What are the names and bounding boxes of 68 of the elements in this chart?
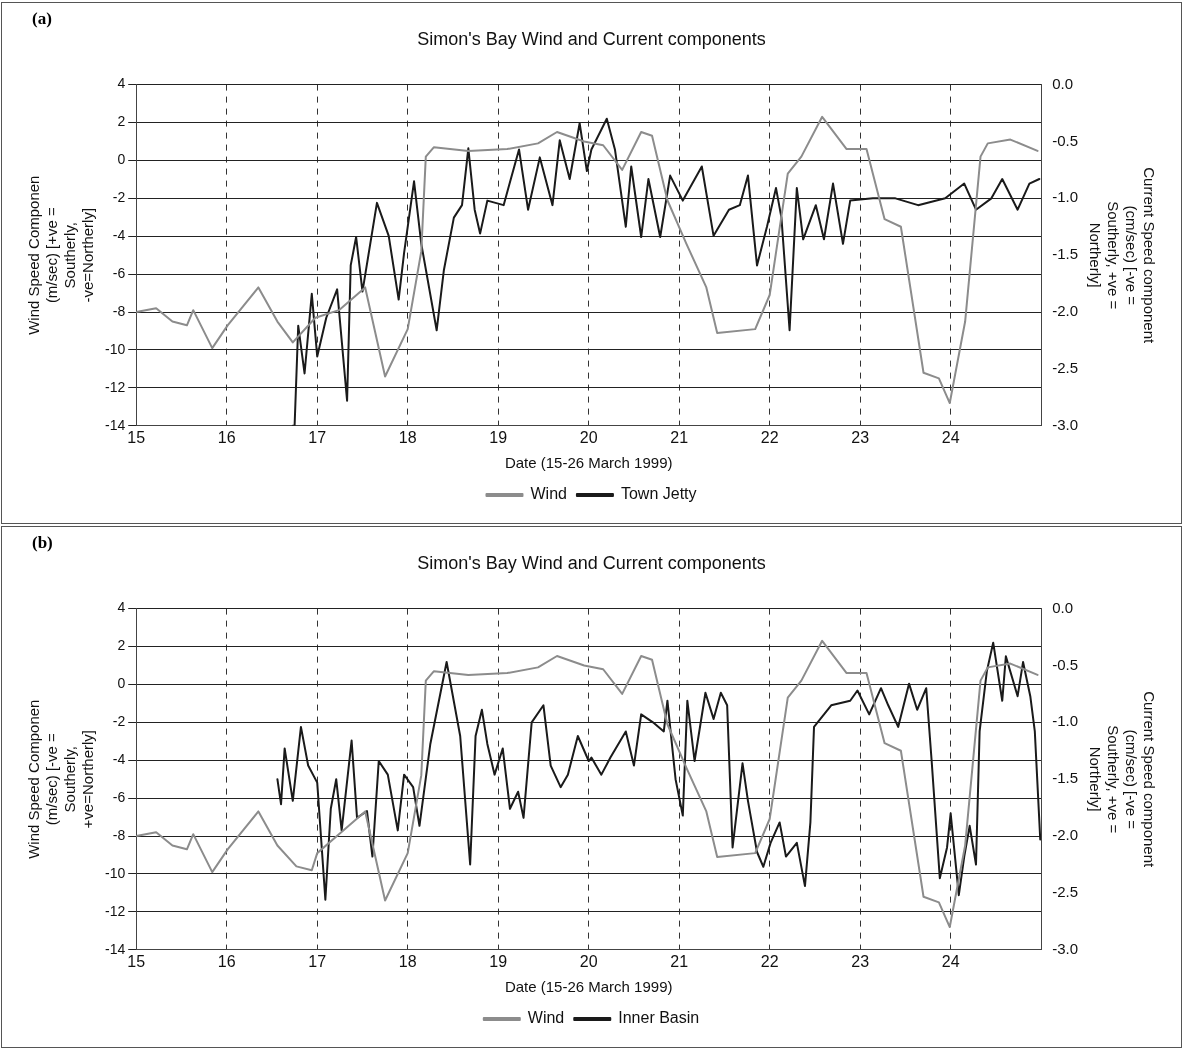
y2-tick-label: -2.0 (1052, 826, 1079, 844)
x-tick-label: 15 (127, 952, 146, 970)
x-tick-label: 24 (941, 952, 960, 970)
x-tick-label: 18 (398, 428, 417, 446)
y-tick-label: -14 (105, 416, 126, 433)
legend-label: Wind (527, 1009, 565, 1027)
x-tick-label: 23 (851, 952, 870, 970)
x-tick-label: 19 (489, 952, 508, 970)
y-tick-label: -12 (105, 902, 126, 919)
y-axis-title: Wind Speed Componen (m/sec) [+ve = Southerly, -ve=Northerly] (25, 175, 97, 335)
text: (b) (32, 532, 53, 552)
x-tick-label: 18 (398, 952, 417, 970)
y2-tick-label: -0.5 (1052, 655, 1079, 673)
x-tick-label: 21 (670, 428, 689, 446)
y-tick-label: -8 (112, 826, 126, 843)
y-tick-label: -10 (105, 864, 126, 881)
x-tick-label: 19 (489, 428, 508, 446)
y-tick-label: -2 (112, 189, 126, 206)
y-tick-label: -10 (105, 340, 126, 357)
y-tick-label: 4 (117, 75, 126, 92)
y-tick-label: 0 (117, 675, 126, 692)
legend-label: Inner Basin (618, 1009, 700, 1027)
x-tick-label: 21 (670, 952, 689, 970)
y-tick-label: 0 (117, 151, 126, 168)
y2-tick-label: -2.0 (1052, 302, 1079, 320)
chart-title: Simon's Bay Wind and Current components (417, 552, 766, 573)
x-tick-label: 16 (217, 428, 236, 446)
y2-axis-title: Current Speed component (cm/sec) [-ve = Southerly, +ve = Northerly] (1086, 691, 1158, 868)
x-tick-label: 22 (760, 952, 779, 970)
y-tick-label: -14 (105, 940, 126, 957)
y2-tick-label: -2.5 (1052, 883, 1079, 901)
x-tick-label: 24 (941, 428, 960, 446)
legend-label: Wind (530, 485, 567, 503)
y2-tick-label: -3.0 (1052, 939, 1079, 957)
y-tick-label: -4 (112, 751, 126, 768)
y-tick-label: -4 (112, 227, 126, 244)
y2-tick-label: -2.5 (1052, 359, 1079, 377)
y-tick-label: 4 (117, 599, 126, 616)
y-tick-label: -6 (112, 789, 126, 806)
y-tick-label: 2 (117, 113, 126, 130)
y2-tick-label: -1.5 (1052, 769, 1079, 787)
y-axis-title: Wind Speed Componen (m/sec) [-ve = Southerly, +ve=Northerly] (25, 699, 97, 859)
x-tick-label: 20 (579, 952, 598, 970)
text: (a) (32, 8, 52, 28)
x-tick-label: 16 (217, 952, 236, 970)
x-tick-label: 17 (308, 428, 327, 446)
y2-tick-label: -1.0 (1052, 712, 1079, 730)
y2-axis-title: Current Speed component (cm/sec) [-ve = Southerly, +ve = Northerly] (1086, 167, 1158, 344)
legend-label: Town Jetty (620, 485, 697, 503)
y2-tick-label: -3.0 (1052, 415, 1079, 433)
y2-tick-label: 0.0 (1052, 74, 1074, 92)
y-tick-label: -8 (112, 302, 126, 319)
chart-title: Simon's Bay Wind and Current components (417, 28, 766, 49)
y-tick-label: -2 (112, 713, 126, 730)
x-tick-label: 22 (760, 428, 779, 446)
x-axis-title: Date (15-26 March 1999) (504, 454, 673, 472)
y2-tick-label: -0.5 (1052, 131, 1079, 149)
x-tick-label: 20 (579, 428, 598, 446)
y2-tick-label: -1.5 (1052, 245, 1079, 263)
x-axis-title: Date (15-26 March 1999) (504, 978, 673, 996)
y-tick-label: -12 (105, 378, 126, 395)
x-tick-label: 15 (127, 428, 146, 446)
y2-tick-label: -1.0 (1052, 188, 1079, 206)
x-tick-label: 23 (851, 428, 870, 446)
y-tick-label: -6 (112, 265, 126, 282)
y2-tick-label: 0.0 (1052, 598, 1074, 616)
y-tick-label: 2 (117, 637, 126, 654)
x-tick-label: 17 (308, 952, 327, 970)
